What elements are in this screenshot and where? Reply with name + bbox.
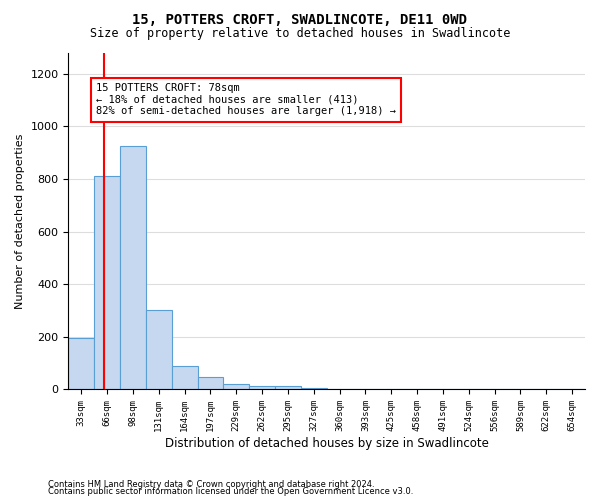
Bar [327, 388, 353, 390]
Bar [301, 388, 327, 390]
Bar [197, 377, 223, 390]
Text: Size of property relative to detached houses in Swadlincote: Size of property relative to detached ho… [90, 28, 510, 40]
Bar [146, 310, 172, 390]
Bar [172, 366, 197, 390]
Bar [275, 386, 301, 390]
Bar [353, 389, 379, 390]
Bar [120, 146, 146, 390]
Bar [68, 338, 94, 390]
X-axis label: Distribution of detached houses by size in Swadlincote: Distribution of detached houses by size … [165, 437, 488, 450]
Text: Contains public sector information licensed under the Open Government Licence v3: Contains public sector information licen… [48, 488, 413, 496]
Y-axis label: Number of detached properties: Number of detached properties [15, 134, 25, 308]
Text: 15 POTTERS CROFT: 78sqm
← 18% of detached houses are smaller (413)
82% of semi-d: 15 POTTERS CROFT: 78sqm ← 18% of detache… [96, 84, 396, 116]
Bar [249, 386, 275, 390]
Bar [94, 176, 120, 390]
Text: Contains HM Land Registry data © Crown copyright and database right 2024.: Contains HM Land Registry data © Crown c… [48, 480, 374, 489]
Bar [223, 384, 249, 390]
Text: 15, POTTERS CROFT, SWADLINCOTE, DE11 0WD: 15, POTTERS CROFT, SWADLINCOTE, DE11 0WD [133, 12, 467, 26]
